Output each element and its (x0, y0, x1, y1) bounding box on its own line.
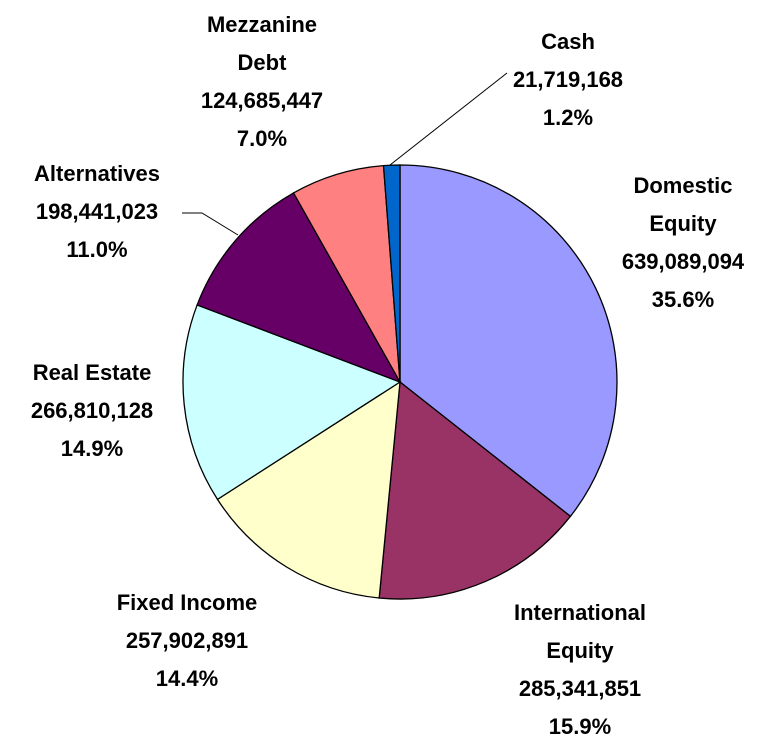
percentage-label: 7.0% (236, 126, 288, 151)
percentage-label: 35.6% (651, 287, 715, 312)
amount-label: 639,089,094 (621, 249, 745, 274)
pie-slice (378, 380, 572, 600)
slice-label: Domestic Equity 639,089,094 35.6% (603, 167, 763, 319)
amount-label: 285,341,851 (518, 676, 642, 701)
slice-label: Real Estate 266,810,128 14.9% (0, 354, 202, 468)
percentage-label: 14.9% (60, 436, 124, 461)
category-label: Real Estate (32, 360, 152, 385)
leader-line (389, 72, 508, 166)
leader-line (182, 212, 239, 236)
slice-label: Mezzanine Debt 124,685,447 7.0% (182, 6, 342, 158)
pie-slice (399, 164, 618, 518)
amount-label: 198,441,023 (35, 199, 159, 224)
slice-label: Alternatives 198,441,023 11.0% (0, 155, 207, 269)
percentage-label: 1.2% (542, 105, 594, 130)
pie-slice (382, 164, 401, 383)
category-label: Domestic Equity (633, 173, 733, 236)
slice-label: Fixed Income 257,902,891 14.4% (77, 584, 297, 698)
category-label: International Equity (513, 600, 646, 663)
pie-slice (216, 380, 401, 599)
slices (182, 164, 618, 600)
slice-label: International Equity 285,341,851 15.9% (480, 594, 680, 746)
pie-slice (196, 192, 402, 384)
amount-label: 124,685,447 (200, 88, 324, 113)
percentage-label: 15.9% (548, 714, 612, 739)
slice-label: Cash 21,719,168 1.2% (488, 23, 648, 137)
amount-label: 257,902,891 (125, 628, 249, 653)
category-label: Fixed Income (116, 590, 258, 615)
category-label: Alternatives (34, 161, 160, 186)
amount-label: 266,810,128 (30, 398, 154, 423)
category-label: Mezzanine Debt (206, 12, 318, 75)
percentage-label: 11.0% (66, 237, 128, 262)
category-label: Cash (541, 29, 595, 54)
percentage-label: 14.4% (155, 666, 219, 691)
pie-slice (182, 304, 402, 501)
amount-label: 21,719,168 (512, 67, 624, 92)
